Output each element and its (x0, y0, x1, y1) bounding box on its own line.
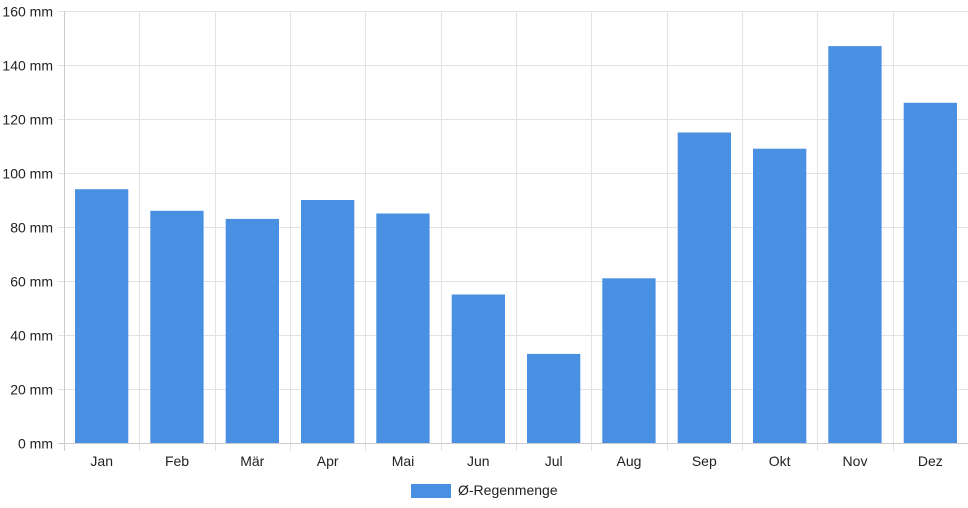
x-tick-label: Mär (240, 453, 264, 469)
x-tick-label: Nov (843, 453, 868, 469)
x-tick-label: Dez (918, 453, 943, 469)
y-tick-label: 80 mm (10, 220, 53, 236)
x-tick-label: Okt (769, 453, 791, 469)
bar[interactable] (602, 278, 656, 443)
grid-lines (58, 11, 968, 451)
bar[interactable] (527, 353, 581, 443)
x-axis-tick-labels: Jan Feb Mär Apr Mai Jun Jul Aug Sep Okt Nov Dez (90, 453, 942, 469)
x-tick-label: Feb (165, 453, 189, 469)
x-tick-label: Sep (692, 453, 717, 469)
bar[interactable] (677, 132, 731, 444)
bar[interactable] (75, 189, 129, 443)
legend[interactable]: Ø-Regenmenge (411, 482, 558, 498)
bar[interactable] (903, 102, 957, 444)
y-tick-label: 40 mm (10, 328, 53, 344)
x-tick-label: Jul (545, 453, 563, 469)
y-tick-label: 160 mm (2, 4, 53, 20)
axes (58, 11, 968, 451)
bar[interactable] (301, 200, 355, 443)
legend-label[interactable]: Ø-Regenmenge (458, 482, 558, 498)
bar[interactable] (828, 46, 882, 443)
y-axis-tick-labels: 0 mm 20 mm 40 mm 60 mm 80 mm 100 mm 120 mm 140 … (2, 4, 53, 452)
bar-series (75, 46, 957, 444)
y-tick-label: 20 mm (10, 382, 53, 398)
y-tick-label: 60 mm (10, 274, 53, 290)
bar[interactable] (451, 294, 505, 444)
y-tick-label: 100 mm (2, 166, 53, 182)
x-tick-label: Jun (467, 453, 490, 469)
x-tick-label: Aug (617, 453, 642, 469)
y-tick-label: 140 mm (2, 58, 53, 74)
bar[interactable] (150, 210, 204, 443)
bar[interactable] (225, 218, 279, 443)
bar[interactable] (376, 213, 430, 444)
x-tick-label: Mai (392, 453, 415, 469)
y-tick-label: 120 mm (2, 112, 53, 128)
x-tick-label: Jan (90, 453, 113, 469)
x-tick-label: Apr (317, 453, 339, 469)
y-tick-label: 0 mm (18, 436, 53, 452)
bar[interactable] (753, 148, 807, 443)
legend-swatch[interactable] (411, 484, 451, 498)
